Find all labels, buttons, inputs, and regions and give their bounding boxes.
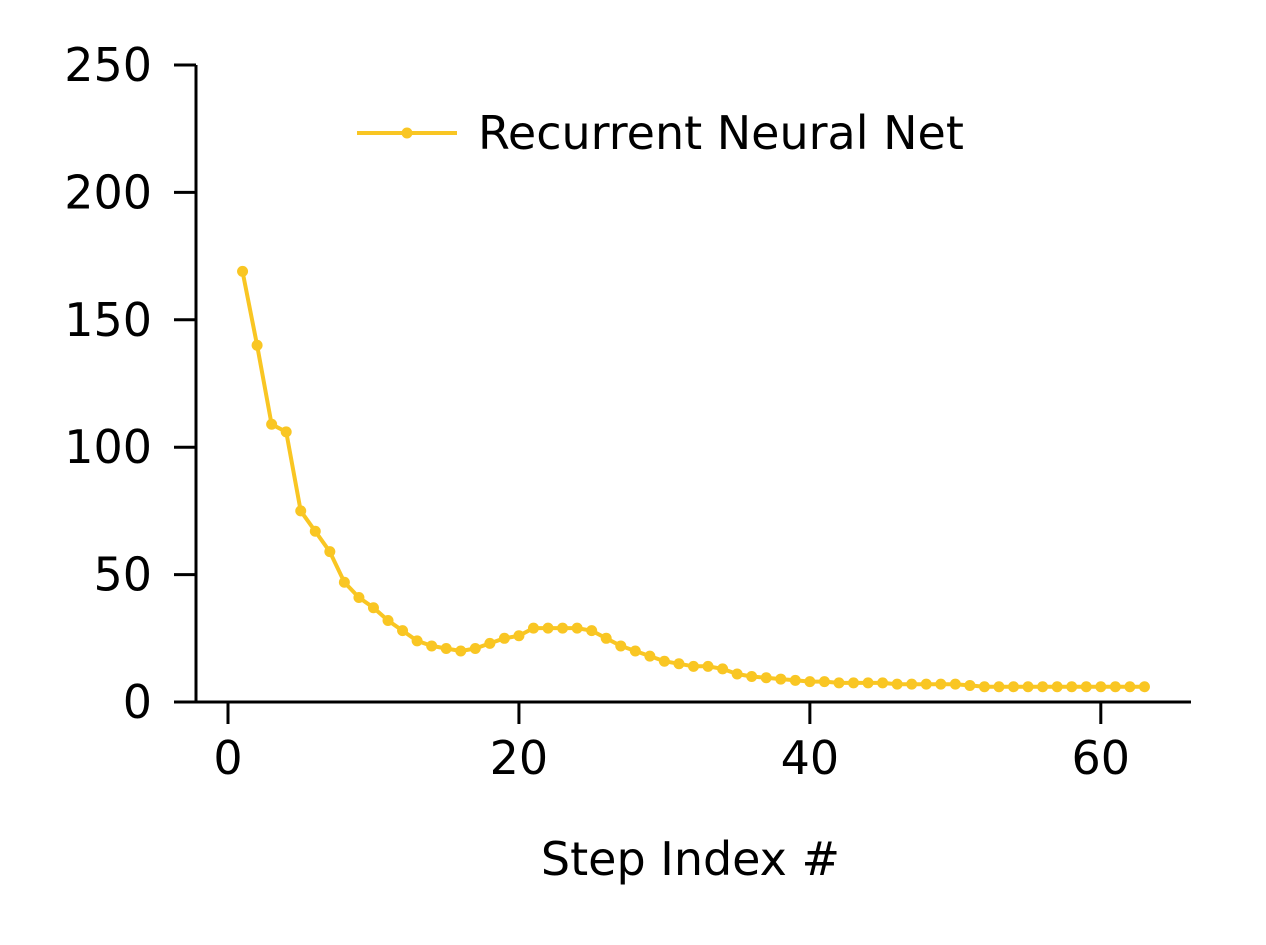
data-point: [266, 418, 278, 430]
data-point: [978, 681, 990, 693]
data-point: [440, 642, 452, 654]
data-point: [935, 678, 947, 690]
data-point: [426, 640, 438, 652]
data-point: [848, 677, 860, 689]
data-point: [833, 677, 845, 689]
data-point: [455, 645, 467, 657]
data-point: [338, 576, 350, 588]
data-point: [818, 676, 830, 688]
data-point: [658, 655, 670, 667]
data-point: [760, 672, 772, 684]
data-point: [615, 640, 627, 652]
x-tick-label: 0: [213, 731, 242, 785]
legend: Recurrent Neural Net: [357, 106, 964, 160]
data-point: [586, 625, 598, 637]
x-tick-label: 40: [781, 731, 840, 785]
data-point: [1037, 681, 1049, 693]
data-point: [702, 660, 714, 672]
data-point: [1109, 681, 1121, 693]
x-axis-label: Step Index #: [541, 832, 840, 886]
y-tick-label: 0: [123, 675, 152, 729]
data-point: [746, 671, 758, 683]
data-point: [542, 622, 554, 634]
legend-marker: [401, 127, 413, 139]
data-point: [629, 645, 641, 657]
data-point: [789, 674, 801, 686]
data-point: [1138, 681, 1150, 693]
data-point: [717, 663, 729, 675]
data-point: [498, 632, 510, 644]
axes: 0 50 100 150 200 250 0 20 40 60 Step Index #: [64, 38, 1191, 886]
y-tick-label: 200: [64, 165, 152, 219]
data-point: [251, 339, 263, 351]
data-point: [513, 630, 525, 642]
data-point: [367, 602, 379, 614]
x-tick-label: 20: [490, 731, 549, 785]
data-point: [775, 673, 787, 685]
data-point: [382, 614, 394, 626]
data-point: [1022, 681, 1034, 693]
data-point: [469, 642, 481, 654]
data-point: [891, 678, 903, 690]
data-point: [673, 658, 685, 670]
data-point: [1008, 681, 1020, 693]
data-point: [644, 650, 656, 662]
data-point: [571, 622, 583, 634]
data-point: [280, 426, 292, 438]
data-point: [527, 622, 539, 634]
data-point: [731, 668, 743, 680]
data-point: [804, 676, 816, 688]
y-tick-label: 250: [64, 38, 152, 92]
y-tick-label: 100: [64, 420, 152, 474]
x-tick-label: 60: [1072, 731, 1131, 785]
data-point: [1080, 681, 1092, 693]
y-tick-label: 150: [64, 293, 152, 347]
data-point: [1124, 681, 1136, 693]
data-point: [877, 677, 889, 689]
legend-label: Recurrent Neural Net: [478, 106, 964, 160]
data-point: [557, 622, 569, 634]
data-point: [411, 635, 423, 647]
data-point: [295, 505, 307, 517]
data-point: [324, 546, 336, 558]
data-point: [964, 679, 976, 691]
data-point: [600, 632, 612, 644]
data-point: [993, 681, 1005, 693]
data-point: [920, 678, 932, 690]
data-point: [1066, 681, 1078, 693]
data-point: [397, 625, 409, 637]
data-point: [949, 678, 961, 690]
data-point: [862, 677, 874, 689]
data-point: [906, 678, 918, 690]
data-point: [688, 660, 699, 672]
data-point: [484, 637, 496, 649]
data-point: [353, 592, 365, 604]
data-point: [309, 525, 321, 537]
data-point: [1095, 681, 1107, 693]
plot-area: [237, 265, 1150, 693]
data-point: [1051, 681, 1063, 693]
data-point: [237, 265, 249, 277]
y-tick-label: 50: [93, 548, 152, 602]
